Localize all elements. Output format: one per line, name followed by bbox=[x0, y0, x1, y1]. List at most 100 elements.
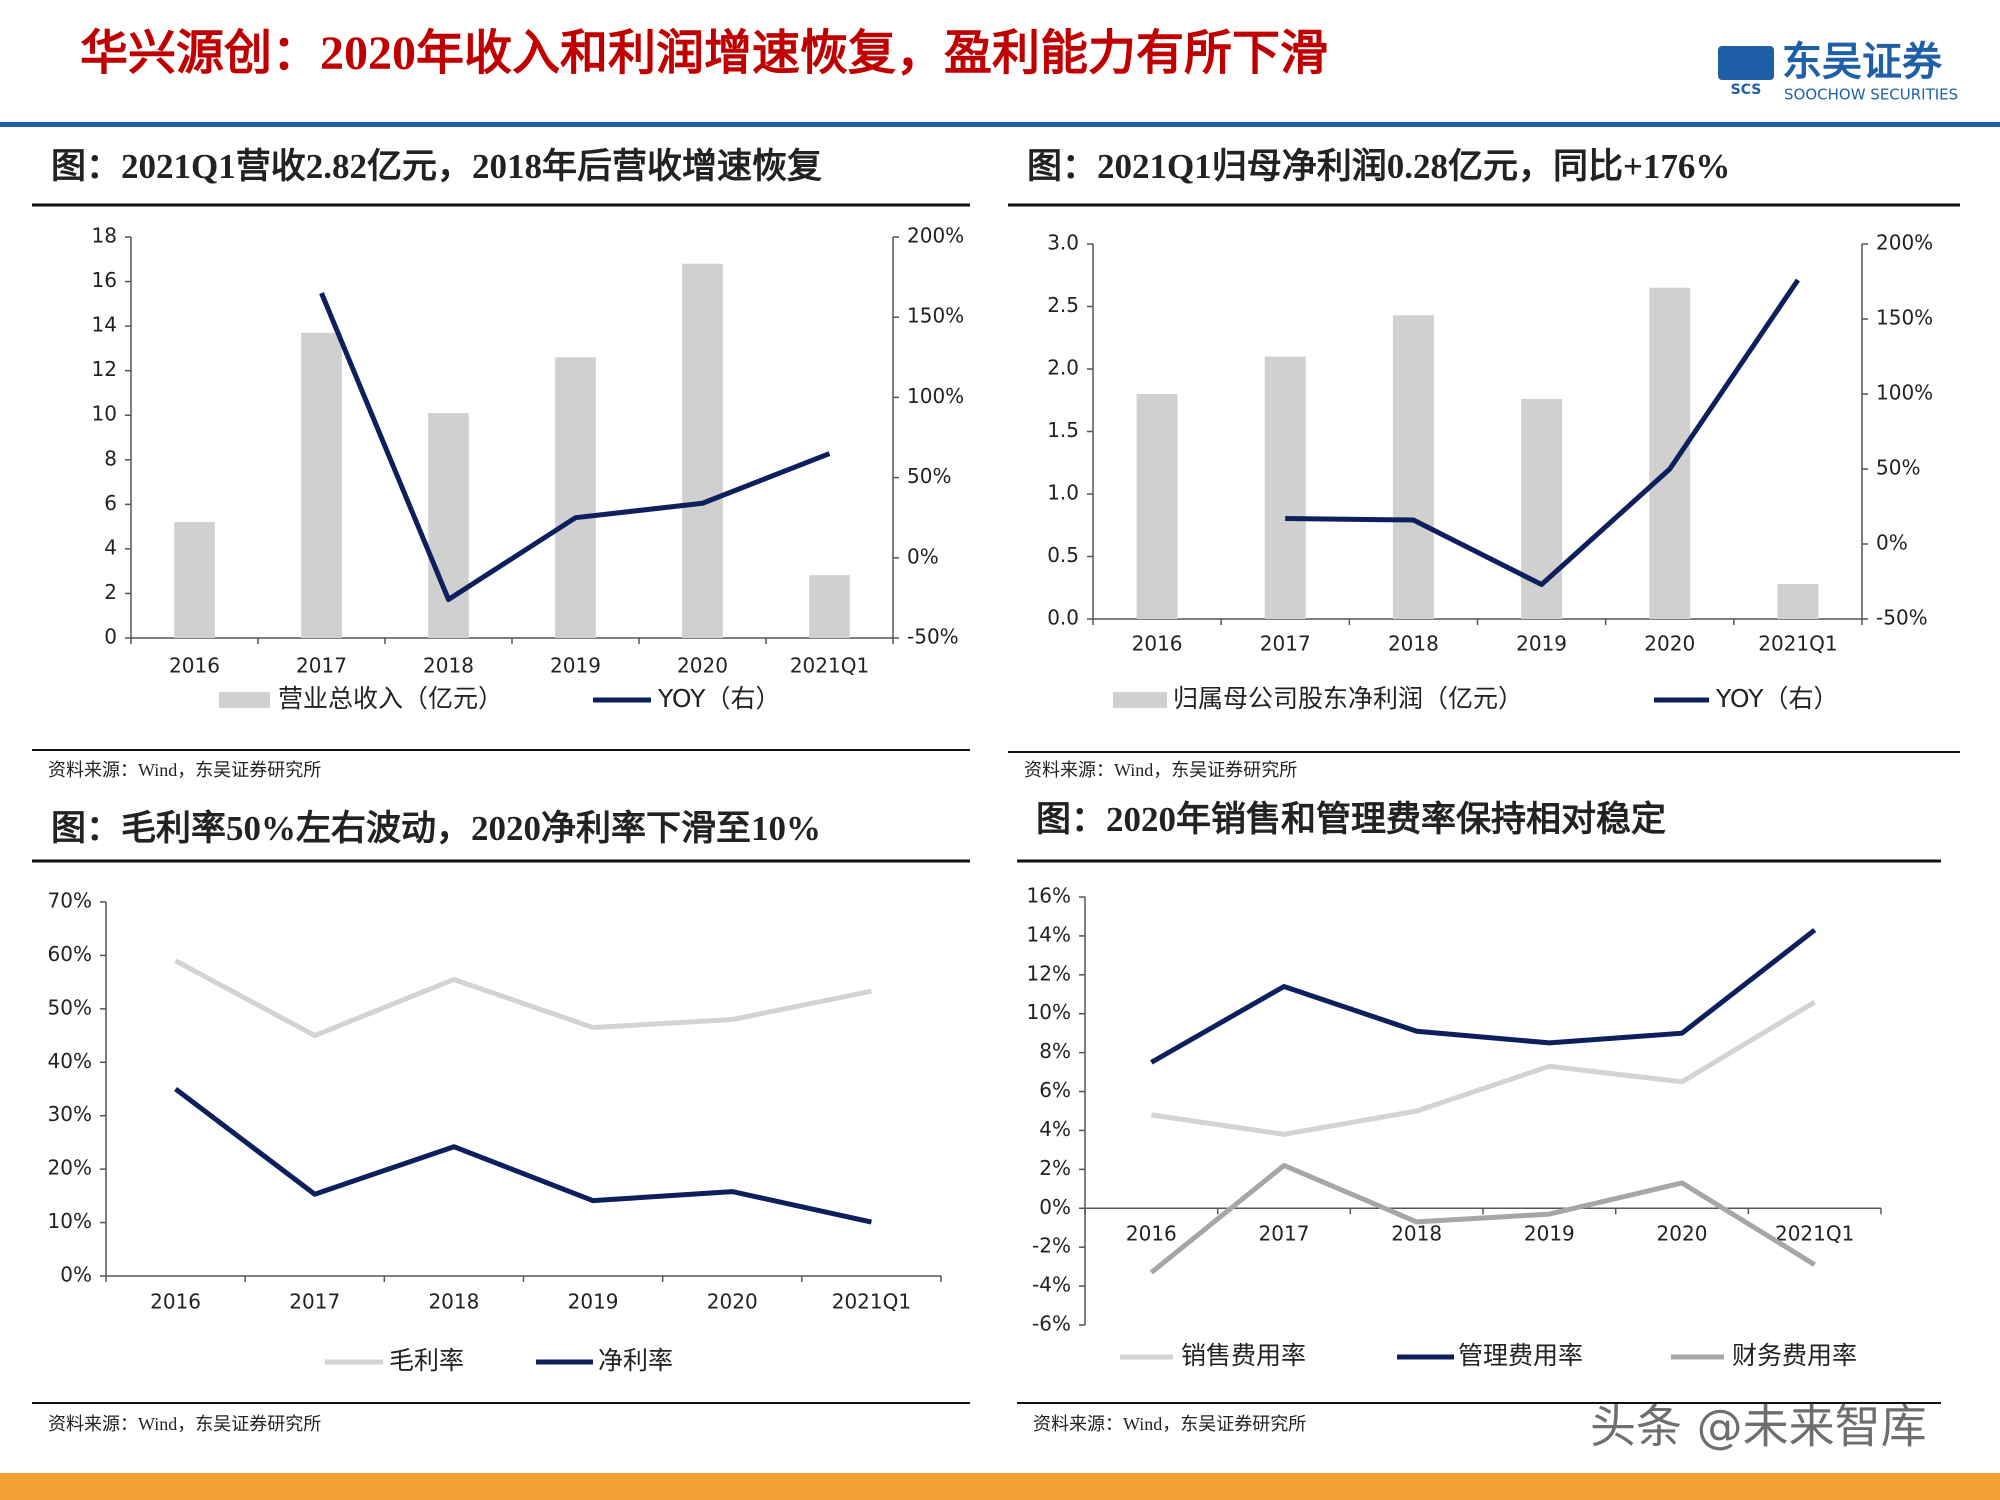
y-tick-label: 4% bbox=[1039, 1117, 1071, 1141]
x-tick-label: 2018 bbox=[428, 1290, 479, 1314]
y2-tick-label: 200% bbox=[907, 224, 964, 248]
y-tick-label: 14% bbox=[1027, 922, 1071, 946]
y-tick-label: 0% bbox=[60, 1263, 92, 1287]
legend-label: 营业总收入（亿元） bbox=[278, 684, 503, 713]
y2-tick-label: -50% bbox=[907, 625, 959, 649]
x-tick-label: 2018 bbox=[1391, 1222, 1442, 1246]
x-tick-label: 2016 bbox=[169, 654, 220, 678]
legend-label: 销售费用率 bbox=[1181, 1341, 1306, 1370]
y-tick-label: 50% bbox=[48, 995, 92, 1019]
x-tick-label: 2017 bbox=[1260, 632, 1311, 656]
y2-tick-label: 100% bbox=[907, 384, 964, 408]
x-tick-label: 2021Q1 bbox=[790, 654, 869, 678]
y2-tick-label: 150% bbox=[1876, 306, 1933, 330]
x-tick-label: 2019 bbox=[568, 1290, 619, 1314]
y2-tick-label: -50% bbox=[1876, 606, 1928, 630]
y-tick-label: 2% bbox=[1039, 1156, 1071, 1180]
bar bbox=[428, 412, 469, 638]
bar bbox=[809, 575, 850, 638]
line bbox=[1150, 928, 1817, 1065]
x-tick-label: 2021Q1 bbox=[832, 1290, 911, 1314]
y-tick-label: 12% bbox=[1027, 961, 1071, 985]
x-tick-label: 2020 bbox=[707, 1290, 758, 1314]
legend-swatch bbox=[1113, 692, 1167, 708]
y-tick-label: -4% bbox=[1032, 1273, 1071, 1297]
line bbox=[174, 958, 872, 1039]
legend-label: 净利率 bbox=[598, 1346, 673, 1375]
x-tick-label: 2021Q1 bbox=[1758, 632, 1837, 656]
bar bbox=[174, 522, 215, 638]
x-tick-label: 2016 bbox=[1126, 1222, 1177, 1246]
logo-mark: SCS bbox=[1731, 82, 1762, 98]
legend-label: 毛利率 bbox=[389, 1346, 464, 1375]
watermark: 头条 @未来智库 bbox=[1590, 1400, 1927, 1454]
x-tick-label: 2019 bbox=[550, 654, 601, 678]
y-tick-label: 18 bbox=[92, 224, 117, 248]
y-tick-label: 1.5 bbox=[1047, 418, 1079, 442]
x-tick-label: 2017 bbox=[1259, 1222, 1310, 1246]
x-tick-label: 2018 bbox=[1388, 632, 1439, 656]
y2-tick-label: 150% bbox=[907, 304, 964, 328]
y-tick-label: 2.5 bbox=[1047, 293, 1079, 317]
legend-swatch bbox=[219, 692, 270, 708]
header-rule bbox=[0, 122, 2000, 127]
y-tick-label: 30% bbox=[48, 1102, 92, 1126]
y-tick-label: 60% bbox=[48, 942, 92, 966]
logo-sub: SOOCHOW SECURITIES bbox=[1784, 86, 1958, 104]
y-tick-label: 2 bbox=[104, 580, 117, 604]
y-tick-label: 10 bbox=[92, 402, 117, 426]
y2-tick-label: 50% bbox=[907, 464, 951, 488]
y-tick-label: 0.0 bbox=[1047, 606, 1079, 630]
y2-tick-label: 0% bbox=[1876, 531, 1908, 555]
y-tick-label: 40% bbox=[48, 1049, 92, 1073]
bar bbox=[1264, 356, 1306, 619]
y2-tick-label: 50% bbox=[1876, 456, 1920, 480]
chart-title: 图：2020年销售和管理费率保持相对稳定 bbox=[1036, 800, 1666, 839]
x-tick-label: 2017 bbox=[289, 1290, 340, 1314]
y-tick-label: 20% bbox=[48, 1156, 92, 1180]
source: 资料来源：Wind，东吴证券研究所 bbox=[1024, 760, 1297, 780]
slide-title: 华兴源创：2020年收入和利润增速恢复，盈利能力有所下滑 bbox=[80, 27, 1328, 80]
logo-box bbox=[1718, 46, 1774, 80]
x-tick-label: 2019 bbox=[1516, 632, 1567, 656]
line bbox=[1150, 999, 1816, 1137]
y-tick-label: 10% bbox=[48, 1209, 92, 1233]
legend-label: YOY（右） bbox=[1715, 684, 1839, 713]
bar bbox=[1392, 315, 1434, 619]
legend-label: YOY（右） bbox=[657, 684, 781, 713]
x-tick-label: 2018 bbox=[423, 654, 474, 678]
y-tick-label: 0 bbox=[104, 625, 117, 649]
x-tick-label: 2020 bbox=[1644, 632, 1695, 656]
source: 资料来源：Wind，东吴证券研究所 bbox=[48, 1414, 321, 1434]
bar bbox=[682, 263, 723, 638]
legend-label: 财务费用率 bbox=[1732, 1341, 1857, 1370]
y-tick-label: 8 bbox=[104, 446, 117, 470]
source: 资料来源：Wind，东吴证券研究所 bbox=[48, 760, 321, 780]
y-tick-label: 3.0 bbox=[1047, 231, 1079, 255]
x-tick-label: 2020 bbox=[677, 654, 728, 678]
x-tick-label: 2017 bbox=[296, 654, 347, 678]
x-tick-label: 2020 bbox=[1657, 1222, 1708, 1246]
footer-bar bbox=[0, 1473, 2000, 1500]
legend-label: 管理费用率 bbox=[1458, 1341, 1583, 1370]
logo-name: 东吴证券 bbox=[1782, 39, 1943, 85]
bar bbox=[1777, 584, 1819, 619]
chart-title: 图：毛利率50%左右波动，2020净利率下滑至10% bbox=[51, 809, 821, 848]
y2-tick-label: 100% bbox=[1876, 381, 1933, 405]
line bbox=[174, 1087, 872, 1225]
chart-title: 图：2021Q1归母净利润0.28亿元，同比+176% bbox=[1027, 147, 1730, 186]
bar bbox=[301, 332, 342, 638]
x-tick-label: 2016 bbox=[1132, 632, 1183, 656]
legend-label: 归属母公司股东净利润（亿元） bbox=[1173, 684, 1523, 713]
y-tick-label: 8% bbox=[1039, 1039, 1071, 1063]
y-tick-label: 6% bbox=[1039, 1078, 1071, 1102]
y-tick-label: -2% bbox=[1032, 1234, 1071, 1258]
y-tick-label: 0% bbox=[1039, 1195, 1071, 1219]
y-tick-label: 1.0 bbox=[1047, 481, 1079, 505]
y-tick-label: 2.0 bbox=[1047, 356, 1079, 380]
y-tick-label: 12 bbox=[92, 357, 117, 381]
bar bbox=[555, 357, 596, 638]
line bbox=[1149, 1162, 1816, 1275]
y-tick-label: 10% bbox=[1027, 1000, 1071, 1024]
